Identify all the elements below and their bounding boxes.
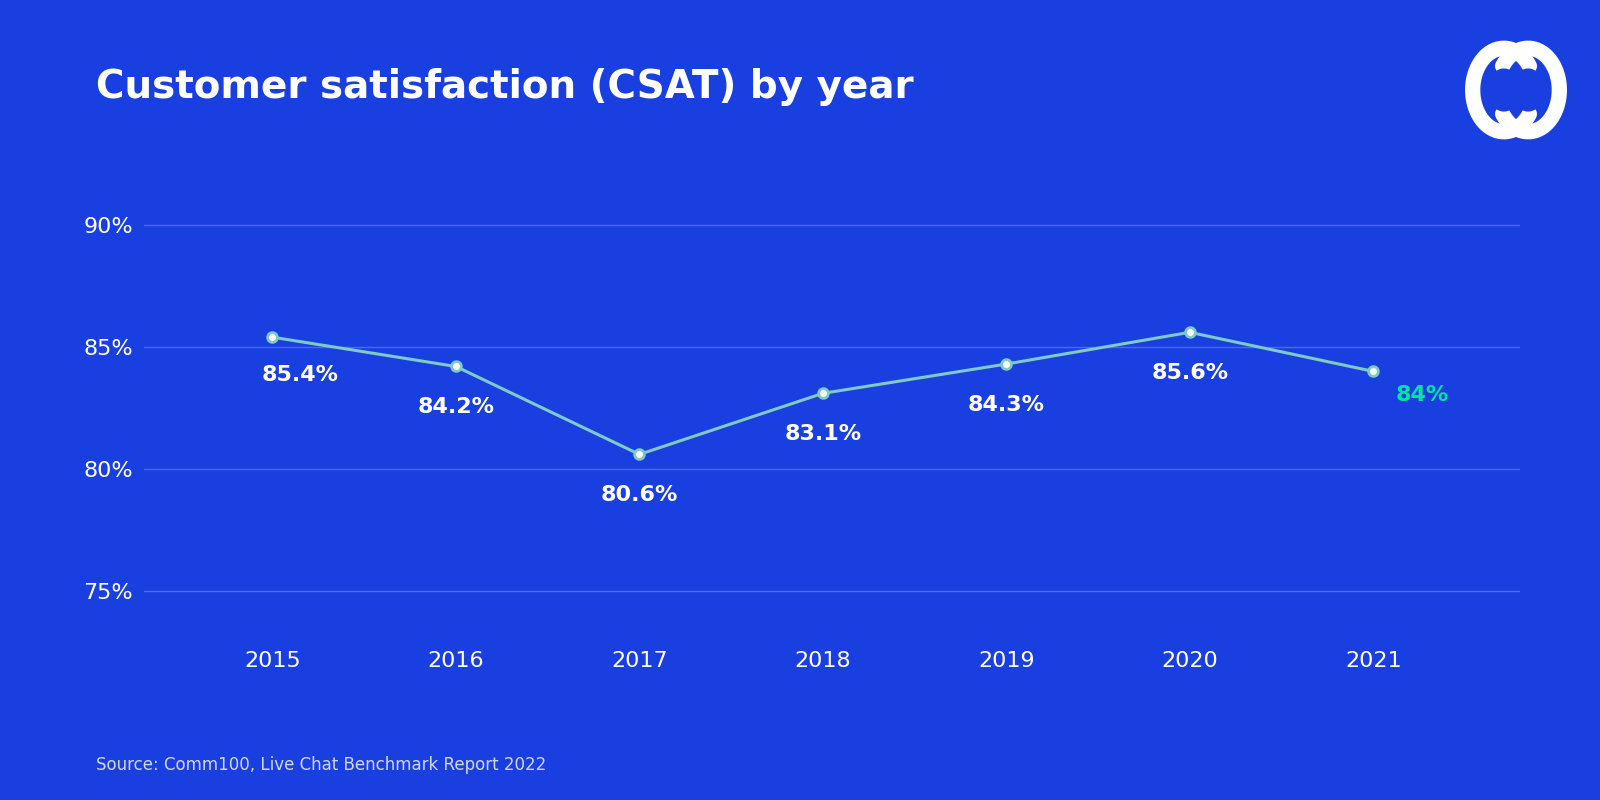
Text: 84%: 84% xyxy=(1395,386,1448,406)
Text: 80.6%: 80.6% xyxy=(600,485,678,505)
Text: 85.4%: 85.4% xyxy=(261,365,338,385)
Polygon shape xyxy=(1512,69,1544,111)
Polygon shape xyxy=(1488,69,1520,111)
Text: 85.6%: 85.6% xyxy=(1150,363,1229,383)
Text: 83.1%: 83.1% xyxy=(784,424,861,444)
Text: 84.3%: 84.3% xyxy=(968,394,1045,414)
Text: Customer satisfaction (CSAT) by year: Customer satisfaction (CSAT) by year xyxy=(96,68,914,106)
Text: Source: Comm100, Live Chat Benchmark Report 2022: Source: Comm100, Live Chat Benchmark Rep… xyxy=(96,757,546,774)
Text: 84.2%: 84.2% xyxy=(418,397,494,417)
